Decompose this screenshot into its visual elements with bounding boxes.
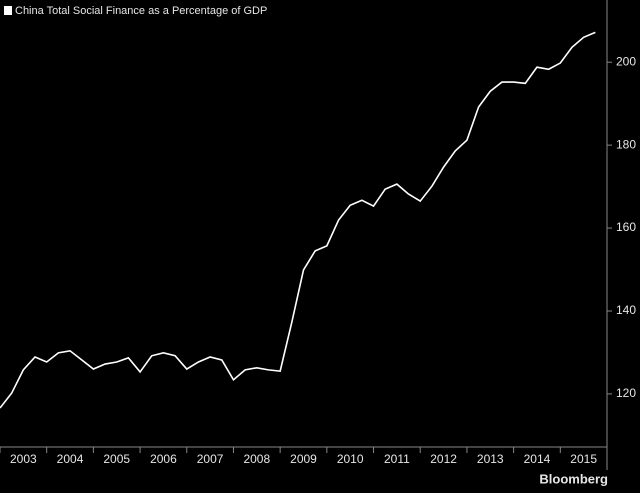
y-tick-label: 180 — [616, 137, 636, 151]
x-tick-label: 2012 — [430, 452, 457, 466]
legend-swatch — [4, 6, 12, 15]
x-tick-label: 2014 — [524, 452, 551, 466]
x-tick-label: 2013 — [477, 452, 504, 466]
source-logo: Bloomberg — [539, 471, 608, 486]
line-series — [0, 31, 596, 409]
x-tick-label: 2010 — [337, 452, 364, 466]
x-tick-label: 2006 — [150, 452, 177, 466]
x-tick-label: 2004 — [57, 452, 84, 466]
y-tick-label: 120 — [616, 386, 636, 400]
x-tick-label: 2003 — [10, 452, 37, 466]
y-tick-label: 140 — [616, 303, 636, 317]
x-tick-label: 2015 — [570, 452, 597, 466]
x-tick-label: 2005 — [103, 452, 130, 466]
y-tick-label: 160 — [616, 220, 636, 234]
x-tick-label: 2008 — [243, 452, 270, 466]
x-tick-label: 2011 — [384, 452, 410, 466]
x-tick-label: 2009 — [290, 452, 317, 466]
x-tick-label: 2007 — [197, 452, 224, 466]
chart-title: China Total Social Finance as a Percenta… — [15, 5, 267, 17]
y-tick-label: 200 — [616, 54, 636, 68]
